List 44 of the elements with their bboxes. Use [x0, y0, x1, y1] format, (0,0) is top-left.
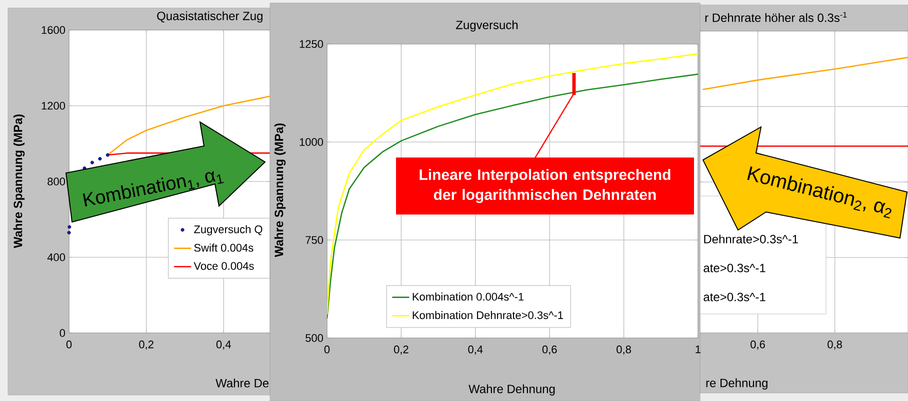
- x-axis-title: Wahre Dehnung: [468, 384, 555, 396]
- annotation: ate>0.3s^-1: [704, 292, 766, 302]
- y-tick-label: 500: [306, 334, 324, 342]
- x-tick-label: 0: [66, 340, 72, 348]
- line-series: [107, 96, 270, 156]
- chart-title: Quasistatischer Zug: [157, 11, 262, 23]
- x-axis-title: re Dehnung: [706, 378, 768, 390]
- point: [90, 160, 94, 164]
- y-tick-label: 800: [48, 178, 66, 186]
- x-tick-label: 0,4: [216, 340, 231, 350]
- point: [98, 156, 102, 161]
- legend-label: Swift 0.004s: [194, 244, 254, 252]
- chart-title: Zugversuch: [456, 20, 518, 32]
- y-tick-label: 0: [60, 329, 66, 337]
- x-tick-label: 0,6: [750, 340, 765, 350]
- y-tick-label: 1600: [42, 26, 66, 34]
- y-axis-title: Wahre Spannung (MPa): [274, 123, 286, 258]
- x-tick-label: 0,6: [542, 346, 557, 355]
- x-tick-label: 0,8: [828, 340, 842, 350]
- y-tick-label: 1200: [42, 102, 66, 110]
- y-axis-title: Wahre Spannung (MPa): [13, 114, 25, 248]
- point: [67, 230, 71, 234]
- annotation: Dehnrate>0.3s^-1: [704, 234, 798, 244]
- x-tick-label: 0,8: [616, 346, 631, 355]
- y-tick-label: 750: [306, 236, 324, 244]
- legend-label: Zugversuch Q: [194, 225, 262, 236]
- legend-label: Voce 0.004s: [194, 262, 254, 270]
- chart-title: r Dehnrate höher als 0.3s$^{-1}$: [705, 12, 847, 22]
- x-tick-label: 0,2: [394, 346, 408, 355]
- y-tick-label: 1250: [300, 40, 324, 48]
- x-tick-label: 0,2: [139, 340, 154, 350]
- legend-label: Kombination Dehnrate>0.3s^-1: [412, 311, 563, 320]
- legend-label: Kombination 0.004s^-1: [412, 292, 524, 301]
- y-tick-label: 1000: [300, 138, 324, 146]
- annotation: Lineare Interpolation entsprechend der logarithmischen Dehnraten: [420, 168, 670, 204]
- y-tick-label: 400: [47, 253, 66, 262]
- point: [68, 225, 72, 229]
- x-tick-label: 0,4: [468, 346, 483, 355]
- x-tick-label: 1: [696, 346, 701, 354]
- annotation: ate>0.3s^-1: [704, 264, 766, 272]
- x-axis-title: Wahre De: [216, 378, 269, 388]
- point: [106, 153, 110, 157]
- annotation: Kombination$_{1}$, α$_{1}$: [82, 171, 224, 207]
- x-tick-label: 0: [324, 346, 330, 354]
